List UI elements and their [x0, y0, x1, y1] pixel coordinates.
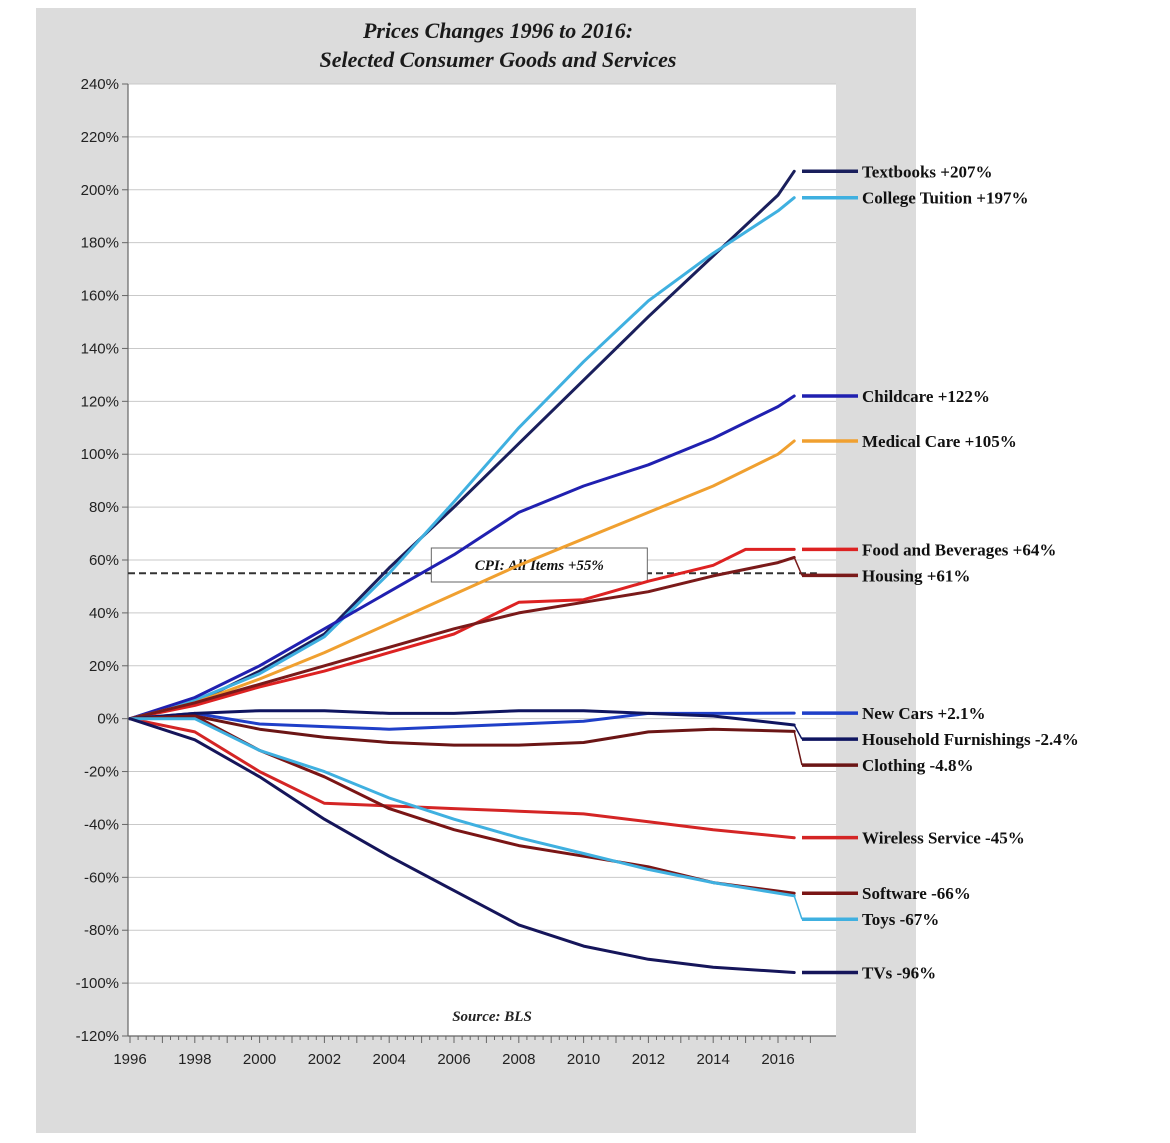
legend-leader: [793, 731, 803, 766]
y-tick-label: 100%: [81, 446, 119, 463]
source-note: Source: BLS: [452, 1009, 532, 1025]
legend-label: Household Furnishings -2.4%: [862, 730, 1079, 749]
y-tick-label: 120%: [81, 393, 119, 410]
y-tick-label: -120%: [76, 1028, 119, 1045]
series-line: [128, 394, 796, 721]
series-line: [128, 439, 796, 721]
y-tick-label: 160%: [81, 288, 119, 305]
x-tick-label: 2008: [502, 1051, 535, 1068]
y-tick-label: 80%: [89, 499, 119, 516]
legend-label: Childcare +122%: [862, 387, 990, 406]
x-tick-label: 2010: [567, 1051, 600, 1068]
series-line: [128, 717, 796, 840]
x-tick-label: 2014: [697, 1051, 730, 1068]
legend-label: Toys -67%: [862, 910, 939, 929]
y-tick-label: 40%: [89, 605, 119, 622]
series-line: [128, 717, 796, 898]
x-tick-label: 2002: [308, 1051, 341, 1068]
legend-label: Software -66%: [862, 884, 971, 903]
y-tick-label: 220%: [81, 129, 119, 146]
series-lines: [128, 169, 796, 974]
legend: Textbooks +207% College Tuition +197% Chil…: [793, 162, 1079, 983]
legend-leader: [793, 724, 803, 740]
legend-label: New Cars +2.1%: [862, 704, 985, 723]
series-line: [128, 709, 796, 727]
legend-label: Clothing -4.8%: [862, 756, 973, 775]
x-tick-label: 2012: [632, 1051, 665, 1068]
x-tick-label: 2000: [243, 1051, 276, 1068]
x-axis: 1996 1998 2000 2002 2004 2006 2008 2010 2012 2014…: [113, 1035, 836, 1068]
x-tick-label: 2006: [437, 1051, 470, 1068]
y-tick-label: -40%: [84, 816, 119, 833]
y-tick-label: -60%: [84, 869, 119, 886]
series-line: [128, 555, 796, 721]
legend-label: TVs -96%: [862, 964, 936, 983]
y-tick-label: 0%: [97, 711, 119, 728]
y-tick-label: 140%: [81, 340, 119, 357]
series-line: [128, 196, 796, 721]
series-line: [128, 717, 796, 974]
legend-leader: [793, 895, 803, 920]
y-tick-label: 180%: [81, 235, 119, 252]
y-tick-label: 200%: [81, 182, 119, 199]
y-tick-label: 20%: [89, 658, 119, 675]
x-tick-label: 1998: [178, 1051, 211, 1068]
y-tick-label: 240%: [81, 76, 119, 93]
x-tick-label: 2004: [373, 1051, 406, 1068]
legend-label: Housing +61%: [862, 566, 970, 585]
series-line: [128, 547, 796, 721]
y-tick-label: -100%: [76, 975, 119, 992]
y-tick-label: -20%: [84, 764, 119, 781]
legend-label: College Tuition +197%: [862, 189, 1029, 208]
legend-leader: [793, 557, 803, 576]
cpi-annotation-box: [430, 547, 648, 583]
y-tick-label: 60%: [89, 552, 119, 569]
legend-label: Food and Beverages +64%: [862, 540, 1056, 559]
x-tick-label: 2016: [761, 1051, 794, 1068]
y-tick-label: -80%: [84, 922, 119, 939]
legend-label: Textbooks +207%: [862, 162, 992, 181]
legend-label: Wireless Service -45%: [862, 829, 1025, 848]
chart-title: Prices Changes 1996 to 2016:: [362, 18, 633, 43]
legend-label: Medical Care +105%: [862, 432, 1017, 451]
x-tick-label: 1996: [113, 1051, 146, 1068]
chart-subtitle: Selected Consumer Goods and Services: [320, 47, 677, 72]
series-line: [128, 714, 796, 747]
cpi-annotation-label: CPI: All Items +55%: [475, 558, 604, 574]
y-axis: 240% 220% 200% 180% 160% 140% 120% 100% 80% 60% 40…: [76, 76, 129, 1045]
